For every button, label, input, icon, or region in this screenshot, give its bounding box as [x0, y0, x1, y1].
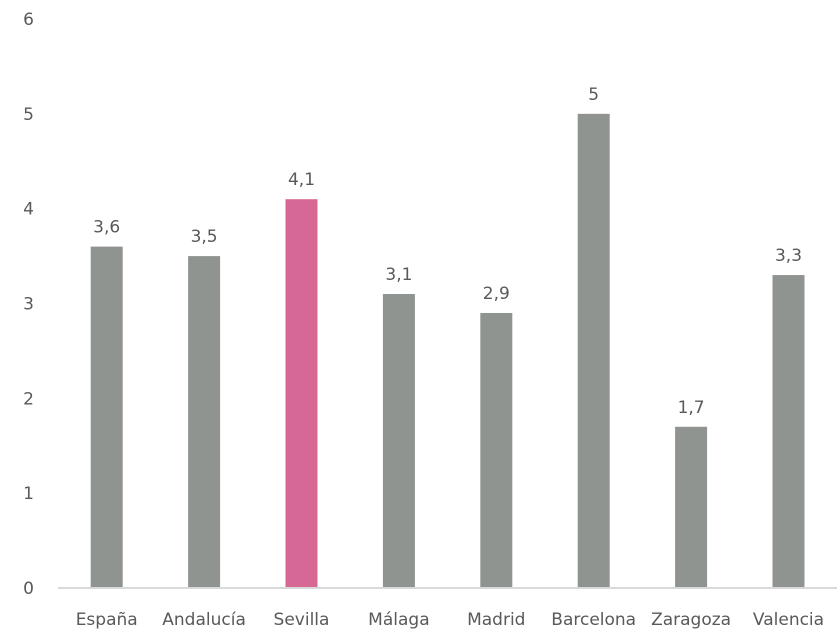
y-tick-label: 2	[23, 389, 34, 409]
category-label: Andalucía	[162, 610, 246, 630]
data-label: 4,1	[288, 170, 315, 190]
category-label: Madrid	[467, 610, 525, 630]
category-label: Valencia	[753, 610, 824, 630]
bar-6	[675, 426, 708, 588]
y-tick-label: 5	[23, 105, 34, 125]
data-label: 3,1	[385, 265, 412, 285]
category-label: Zaragoza	[651, 610, 731, 630]
data-labels-group: 3,6 3,5 4,1 3,1 2,9 5 1,7 3,3	[93, 85, 802, 418]
data-label: 2,9	[483, 284, 510, 304]
bars-group	[90, 113, 805, 588]
y-tick-label: 6	[23, 10, 34, 30]
y-axis-ticks: 0 1 2 3 4 5 6	[23, 10, 34, 599]
data-label: 1,7	[678, 398, 705, 418]
category-labels-group: España Andalucía Sevilla Málaga Madrid Barcel…	[76, 610, 824, 630]
data-label: 3,6	[93, 218, 120, 238]
category-label: Málaga	[368, 610, 429, 630]
data-label: 3,3	[775, 246, 802, 266]
y-tick-label: 4	[23, 200, 34, 220]
y-tick-label: 3	[23, 295, 34, 315]
bar-0	[90, 246, 123, 588]
bar-1	[188, 256, 221, 588]
y-tick-label: 1	[23, 484, 34, 504]
bar-3	[382, 294, 415, 588]
data-label: 5	[588, 85, 599, 105]
bar-7	[772, 275, 805, 588]
bar-2	[285, 199, 318, 588]
category-label: Barcelona	[551, 610, 636, 630]
category-label: España	[76, 610, 138, 630]
category-label: Sevilla	[274, 610, 330, 630]
bar-5	[577, 113, 610, 588]
data-label: 3,5	[191, 227, 218, 247]
bar-4	[480, 312, 513, 588]
y-tick-label: 0	[23, 579, 34, 599]
